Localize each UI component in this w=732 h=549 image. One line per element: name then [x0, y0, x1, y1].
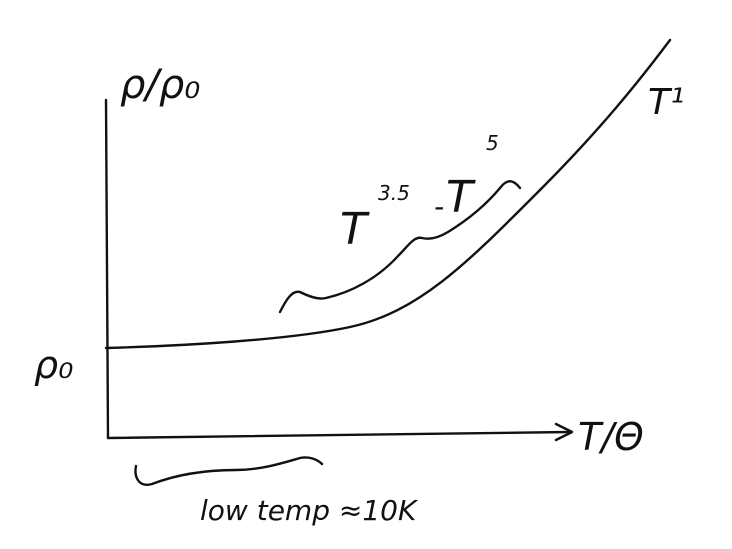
x-axis-label: T/Θ	[578, 415, 644, 459]
y-axis-label: ρ/ρ₀	[120, 62, 200, 108]
x-axis-arrowhead	[554, 422, 574, 442]
resistivity-curve	[104, 38, 672, 350]
mid-region-exp-a: 3.5	[378, 181, 410, 205]
mid-region-dash: -	[434, 190, 444, 223]
high-region-label: T¹	[648, 82, 684, 123]
mid-region-bracket	[278, 180, 522, 314]
y-axis	[104, 98, 110, 440]
mid-region-label-base-2: T	[446, 172, 476, 223]
x-axis	[106, 430, 572, 440]
mid-region-label-base: T	[340, 204, 370, 255]
low-temp-bracket	[134, 456, 324, 486]
rho0-label: ρ₀	[34, 343, 73, 387]
low-temp-label: low temp ≈10K	[200, 494, 419, 527]
mid-region-exp-b: 5	[486, 131, 499, 155]
